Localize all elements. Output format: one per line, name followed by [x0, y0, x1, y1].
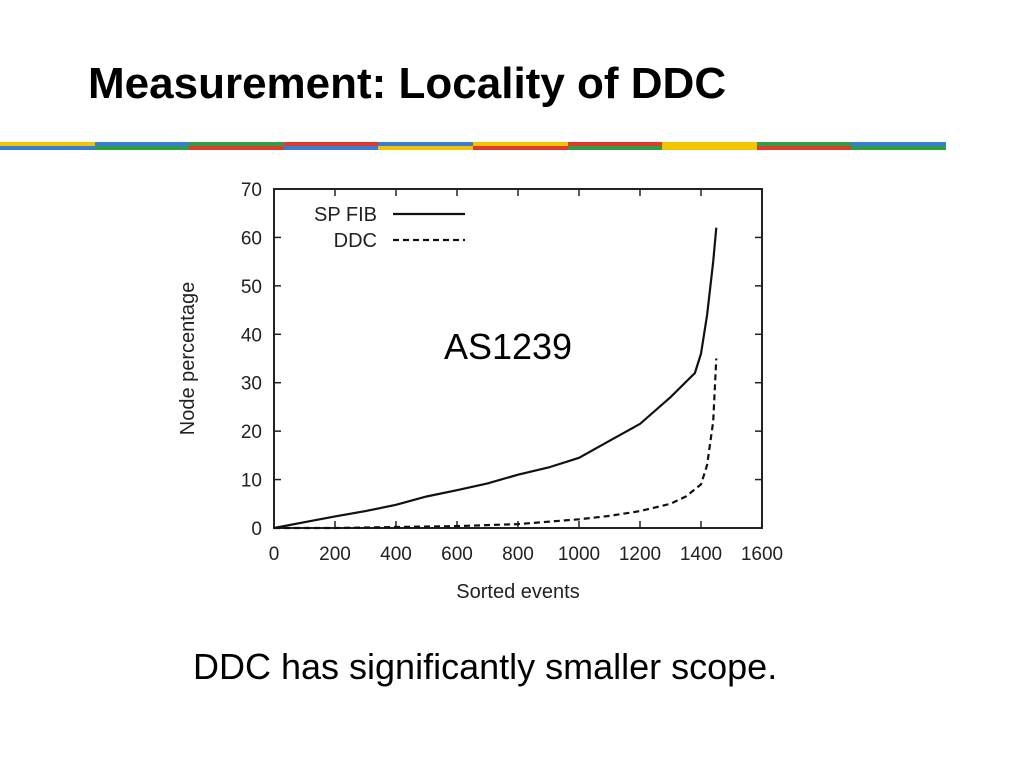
y-tick-label: 70	[241, 180, 262, 201]
y-tick-label: 60	[241, 228, 262, 249]
x-tick-label: 400	[380, 544, 412, 565]
slide-title: Measurement: Locality of DDC	[88, 59, 727, 108]
chart-annotation: AS1239	[444, 326, 572, 367]
stripe-segment	[472, 146, 568, 150]
stripe-segment	[378, 146, 473, 150]
y-tick-label: 10	[241, 471, 262, 492]
stripe-segment	[94, 142, 190, 146]
stripe-segment	[189, 142, 284, 146]
x-tick-label: 800	[502, 544, 534, 565]
decorative-stripe-top	[0, 142, 946, 146]
stripe-segment	[567, 142, 663, 146]
stripe-segment	[283, 142, 379, 146]
stripe-segment	[662, 146, 757, 150]
x-tick-label: 1000	[558, 544, 600, 565]
x-axis-label: Sorted events	[456, 581, 579, 603]
x-tick-label: 1600	[741, 544, 783, 565]
x-tick-label: 1400	[680, 544, 722, 565]
series-line-sp-fib	[273, 227, 718, 530]
y-tick-label: 40	[241, 325, 262, 346]
legend-entry-label: DDC	[334, 230, 377, 252]
stripe-segment	[756, 142, 852, 146]
stripe-segment	[567, 146, 663, 150]
y-tick-label: 30	[241, 374, 262, 395]
stripe-segment	[851, 142, 946, 146]
x-tick-label: 0	[269, 544, 280, 565]
stripe-segment	[662, 142, 757, 146]
decorative-stripe-bottom	[0, 146, 946, 150]
stripe-segment	[756, 146, 852, 150]
y-tick-label: 50	[241, 277, 262, 298]
stripe-segment	[851, 146, 946, 150]
stripe-segment	[472, 142, 568, 146]
stripe-segment	[378, 142, 473, 146]
y-tick-label: 20	[241, 422, 262, 443]
stripe-segment	[189, 146, 284, 150]
legend-entry-label: SP FIB	[314, 204, 377, 226]
stripe-segment	[0, 146, 95, 150]
y-tick-label: 0	[251, 519, 262, 540]
x-tick-label: 600	[441, 544, 473, 565]
stripe-segment	[283, 146, 379, 150]
x-tick-label: 200	[319, 544, 351, 565]
slide-caption: DDC has significantly smaller scope.	[193, 646, 778, 687]
x-tick-label: 1200	[619, 544, 661, 565]
y-axis-label: Node percentage	[177, 282, 199, 435]
stripe-segment	[0, 142, 95, 146]
stripe-segment	[94, 146, 190, 150]
series-line-ddc	[274, 358, 718, 530]
